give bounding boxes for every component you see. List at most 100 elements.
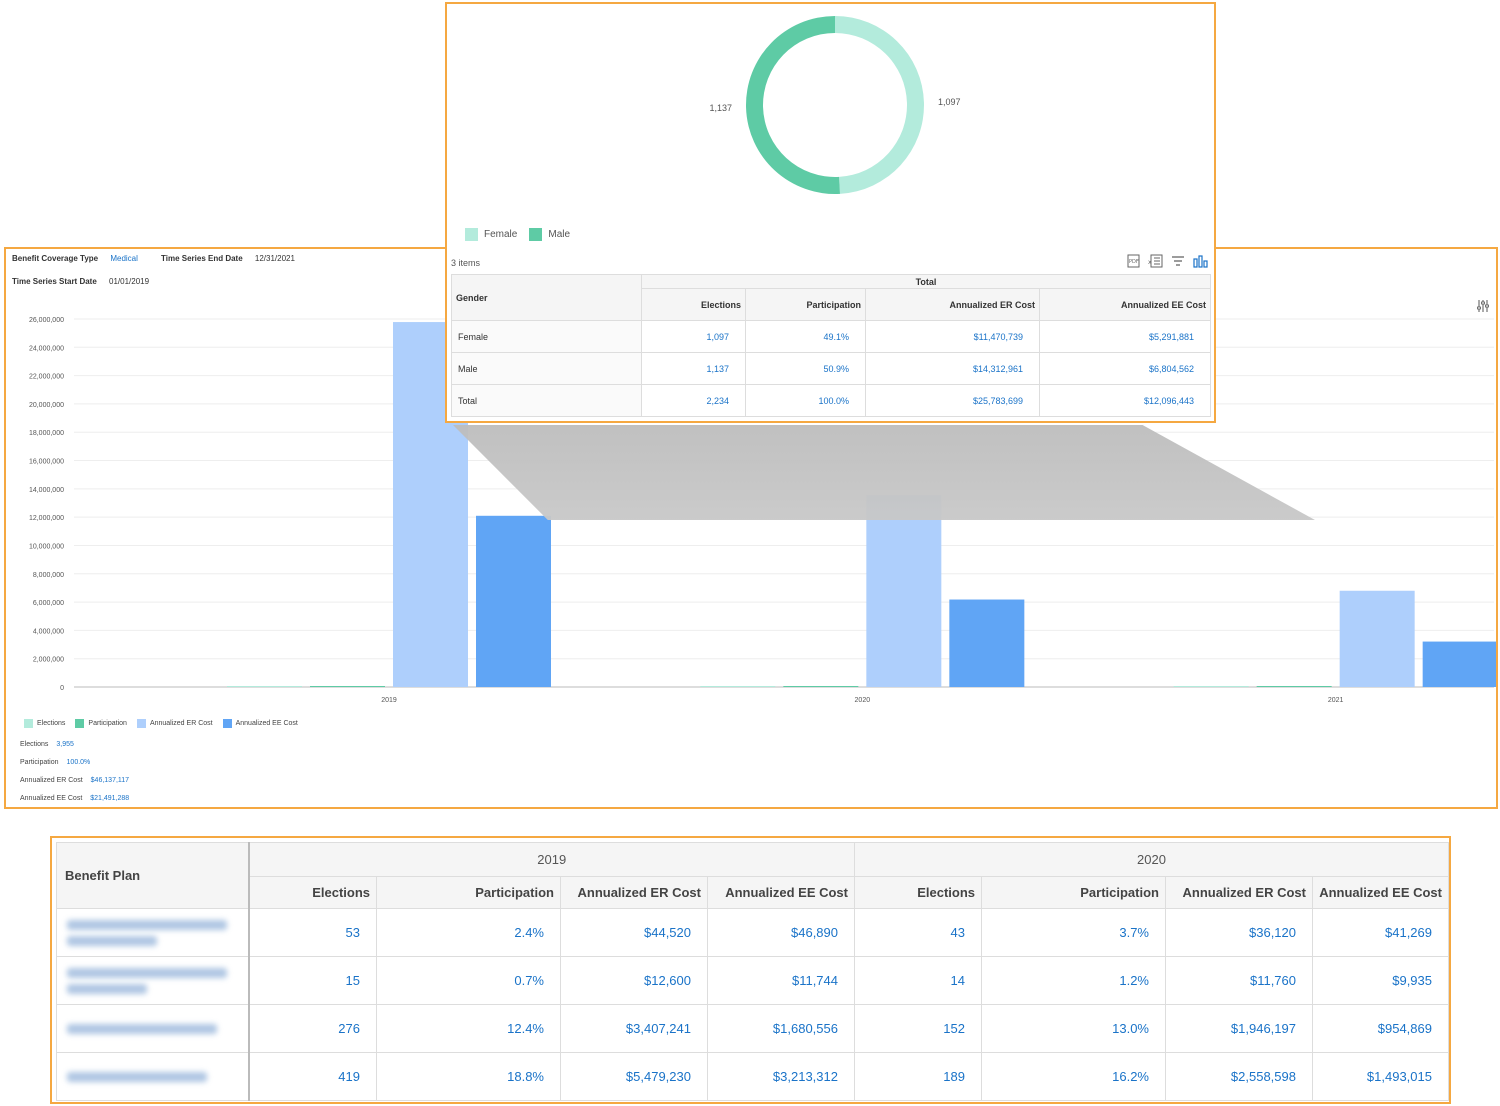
legend-swatch — [222, 719, 232, 728]
settings-icon[interactable] — [1476, 299, 1490, 313]
cell-value[interactable]: $954,869 — [1312, 1004, 1449, 1053]
bar-elections[interactable] — [227, 686, 302, 687]
donut-data-label: 1,097 — [938, 97, 961, 107]
legend-item-male[interactable]: Male — [529, 228, 570, 241]
cell-value[interactable]: 16.2% — [981, 1052, 1166, 1101]
column-header-elections[interactable]: Elections — [854, 876, 982, 909]
pdf-icon[interactable]: PDF — [1126, 254, 1142, 268]
cell-value[interactable]: $5,291,881 — [1039, 320, 1211, 353]
cell-value[interactable]: 50.9% — [745, 352, 866, 385]
cell-value[interactable]: 1,097 — [641, 320, 746, 353]
bar-annualized-ee-cost[interactable] — [476, 515, 551, 687]
donut-chart: 1,097 1,137 — [710, 16, 961, 194]
coverage-type-link[interactable]: Medical — [110, 254, 138, 263]
cell-value[interactable]: $3,407,241 — [560, 1004, 708, 1053]
column-header-er-cost[interactable]: Annualized ER Cost — [865, 288, 1040, 321]
bar-annualized-ee-cost[interactable] — [1422, 641, 1496, 687]
column-header-elections[interactable]: Elections — [248, 876, 377, 909]
cell-value[interactable]: $11,760 — [1165, 956, 1313, 1005]
benefit-plan-name-redacted[interactable] — [56, 908, 250, 957]
bar-annualized-er-cost[interactable] — [1339, 590, 1415, 687]
column-header-ee-cost[interactable]: Annualized EE Cost — [707, 876, 855, 909]
cell-value[interactable]: $9,935 — [1312, 956, 1449, 1005]
cell-value[interactable]: 189 — [854, 1052, 982, 1101]
cell-value[interactable]: $5,479,230 — [560, 1052, 708, 1101]
legend-item-elections[interactable]: Elections — [24, 719, 65, 728]
donut-slice-male[interactable] — [746, 16, 841, 194]
cell-value[interactable]: $11,470,739 — [865, 320, 1040, 353]
benefit-plan-name-redacted[interactable] — [56, 1052, 250, 1101]
column-header-benefit-plan[interactable]: Benefit Plan — [56, 842, 250, 909]
cell-value[interactable]: 15 — [248, 956, 377, 1005]
legend-item-ee-cost[interactable]: Annualized EE Cost — [222, 719, 298, 728]
cell-value[interactable]: 53 — [248, 908, 377, 957]
bar-participation[interactable] — [783, 686, 859, 687]
column-header-participation[interactable]: Participation — [981, 876, 1166, 909]
x-tick-label: 2019 — [381, 697, 397, 704]
cell-value[interactable]: 1.2% — [981, 956, 1166, 1005]
prompt-end-date: Time Series End Date 12/31/2021 — [161, 254, 295, 263]
column-header-ee-cost[interactable]: Annualized EE Cost — [1312, 876, 1449, 909]
cell-value[interactable]: 18.8% — [376, 1052, 561, 1101]
benefit-plan-name-redacted[interactable] — [56, 1004, 250, 1053]
donut-slice-female[interactable] — [835, 16, 925, 194]
cell-value[interactable]: $25,783,699 — [865, 384, 1040, 417]
cell-value[interactable]: $44,520 — [560, 908, 708, 957]
cell-value[interactable]: $41,269 — [1312, 908, 1449, 957]
column-header-participation[interactable]: Participation — [376, 876, 561, 909]
legend-item-participation[interactable]: Participation — [75, 719, 127, 728]
cell-value[interactable]: $12,600 — [560, 956, 708, 1005]
filter-icon[interactable] — [1170, 254, 1186, 268]
cell-value[interactable]: 1,137 — [641, 352, 746, 385]
legend-item-er-cost[interactable]: Annualized ER Cost — [136, 719, 213, 728]
column-header-ee-cost[interactable]: Annualized EE Cost — [1039, 288, 1211, 321]
gender-drilldown-panel: 1,097 1,137 Female Male 3 items PDF x Gen… — [445, 2, 1216, 423]
bar-elections[interactable] — [1173, 686, 1249, 687]
cell-value[interactable]: 13.0% — [981, 1004, 1166, 1053]
column-header-elections[interactable]: Elections — [641, 288, 746, 321]
cell-value[interactable]: $3,213,312 — [707, 1052, 855, 1101]
cell-value[interactable]: 0.7% — [376, 956, 561, 1005]
column-header-er-cost[interactable]: Annualized ER Cost — [560, 876, 708, 909]
cell-value[interactable]: 276 — [248, 1004, 377, 1053]
cell-value[interactable]: 100.0% — [745, 384, 866, 417]
cell-value[interactable]: $2,558,598 — [1165, 1052, 1313, 1101]
cell-value[interactable]: $14,312,961 — [865, 352, 1040, 385]
cell-value[interactable]: 152 — [854, 1004, 982, 1053]
cell-value[interactable]: 2.4% — [376, 908, 561, 957]
cell-value[interactable]: $1,680,556 — [707, 1004, 855, 1053]
cell-value[interactable]: $12,096,443 — [1039, 384, 1211, 417]
column-header-gender[interactable]: Gender — [451, 274, 642, 321]
excel-icon[interactable]: x — [1148, 254, 1164, 268]
cell-value[interactable]: 12.4% — [376, 1004, 561, 1053]
cell-value[interactable]: $36,120 — [1165, 908, 1313, 957]
bar-elections[interactable] — [700, 686, 776, 687]
row-label: Total — [451, 384, 642, 417]
cell-value[interactable]: 3.7% — [981, 908, 1166, 957]
bar-participation[interactable] — [1256, 686, 1332, 687]
cell-value[interactable]: $1,946,197 — [1165, 1004, 1313, 1053]
chart-icon[interactable] — [1192, 254, 1208, 268]
bar-annualized-er-cost[interactable] — [866, 495, 942, 687]
cell-value[interactable]: 2,234 — [641, 384, 746, 417]
cell-value[interactable]: 49.1% — [745, 320, 866, 353]
cell-value[interactable]: $6,804,562 — [1039, 352, 1211, 385]
legend-swatch — [529, 228, 543, 241]
cell-value[interactable]: $1,493,015 — [1312, 1052, 1449, 1101]
items-count: 3 items — [451, 258, 481, 268]
cell-value[interactable]: $46,890 — [707, 908, 855, 957]
cell-value[interactable]: $11,744 — [707, 956, 855, 1005]
bar-annualized-ee-cost[interactable] — [949, 599, 1025, 687]
bar-participation[interactable] — [310, 686, 385, 687]
legend-swatch — [465, 228, 478, 241]
cell-value[interactable]: 419 — [248, 1052, 377, 1101]
redacted-text — [67, 983, 147, 994]
column-header-participation[interactable]: Participation — [745, 288, 866, 321]
cell-value[interactable]: 14 — [854, 956, 982, 1005]
benefit-plan-name-redacted[interactable] — [56, 956, 250, 1005]
legend-item-female[interactable]: Female — [465, 228, 517, 241]
column-header-er-cost[interactable]: Annualized ER Cost — [1165, 876, 1313, 909]
prompt-coverage-type: Benefit Coverage Type Medical — [12, 254, 138, 263]
cell-value[interactable]: 43 — [854, 908, 982, 957]
y-tick-label: 2,000,000 — [33, 657, 64, 664]
